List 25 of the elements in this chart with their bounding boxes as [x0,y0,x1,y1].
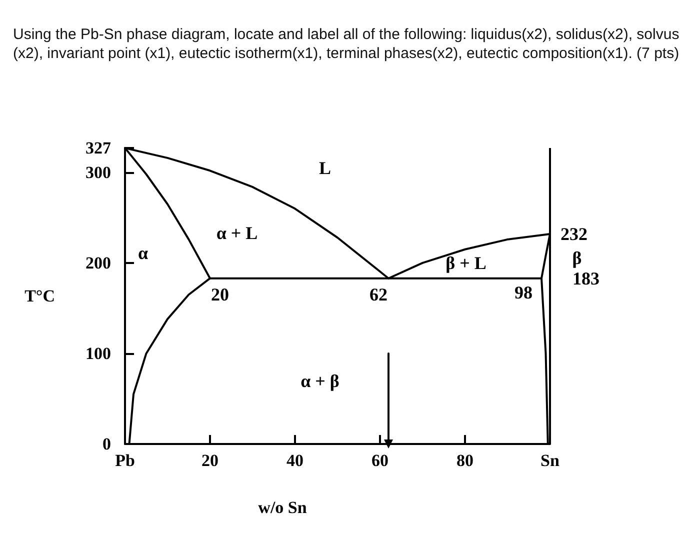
annotation: α + L [216,223,258,243]
x-tick-label: Sn [540,451,560,470]
chart-title: Using the Pb-Sn phase diagram, locate and label all of the following: liquidus(x2), solidus(x2), solvus(x2), invariant point (x1), eutectic isotherm(x1), terminal phases(x2), eutectic composition(x1). (7 pts) [13,26,680,62]
annotation: α + β [300,371,340,391]
annotation: β + L [446,253,486,273]
x-tick-label: 40 [286,451,304,470]
x-axis-title: w/o Sn [258,498,308,517]
x-tick-label: 60 [372,451,388,470]
text: β [572,248,582,268]
annotation: 232 [560,224,588,244]
y-tick-label: 327 [86,138,112,158]
y-tick-label: 0 [102,434,111,454]
y-axis-title: T°C [24,286,55,306]
y-tick-label: 300 [86,162,111,182]
x-tick-label: Pb [115,451,135,470]
x-tick-label: 80 [456,451,474,470]
y-tick-label: 200 [86,253,111,272]
annotation: L [318,158,332,178]
y-tick-label: 100 [86,344,111,363]
x-tick-label: 20 [202,451,218,470]
annotation: 98 [514,282,532,302]
annotation: α [138,243,148,263]
annotation: 183 [572,268,600,288]
annotation: 20 [211,284,229,304]
annotation: 62 [370,284,388,304]
